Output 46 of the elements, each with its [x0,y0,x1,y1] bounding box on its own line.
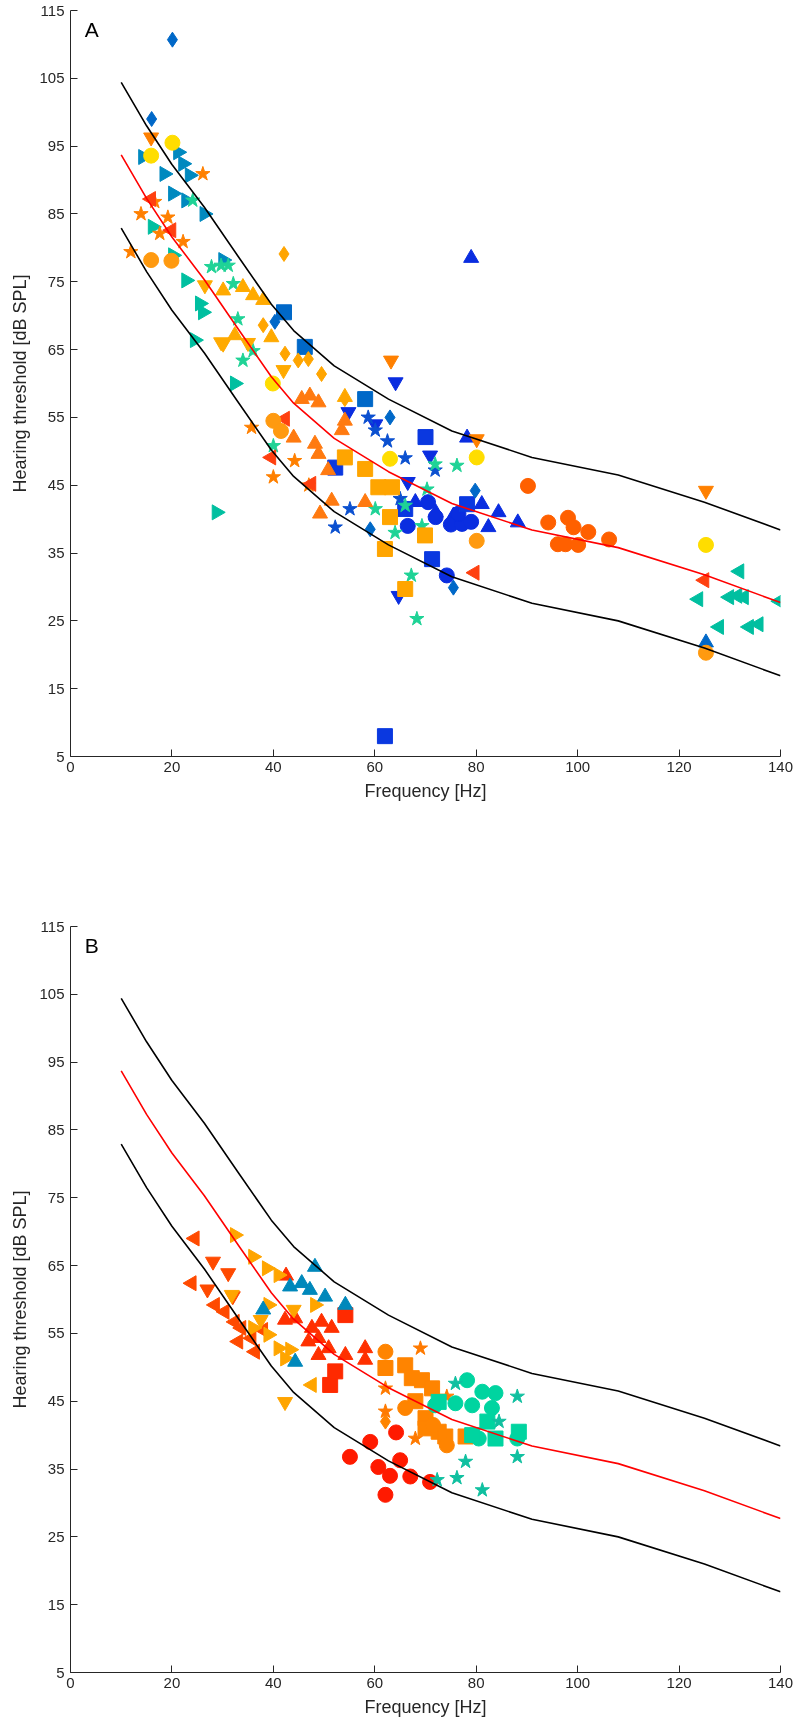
x-tick-label: 100 [565,1673,591,1691]
y-tick-label: 75 [47,1188,65,1206]
x-tick-label: 20 [163,1673,181,1691]
x-tick-label: 80 [467,1673,485,1691]
annotation: A [84,17,99,41]
x-tick-label: 60 [366,757,384,775]
x-tick-label: 20 [163,757,181,775]
x-tick-label: 60 [366,1673,384,1691]
y-tick-label: 75 [47,272,65,290]
x-tick-label: 140 [767,757,794,775]
y-axis-title: Hearing threshold [dB SPL] [10,1190,31,1409]
y-tick-label: 65 [47,1256,65,1274]
y-tick-label: 35 [47,1460,65,1478]
x-tick-label: 140 [767,1673,794,1691]
x-tick-label: 120 [666,1673,692,1691]
y-tick-label: 15 [47,1595,65,1613]
y-tick-label: 25 [47,611,65,629]
y-tick-label: 5 [56,1663,65,1681]
x-tick-label: 40 [265,1673,282,1691]
x-axis-title: Frequency [Hz] [364,780,487,801]
y-tick-label: 55 [47,1324,65,1342]
y-tick-label: 95 [47,1053,65,1071]
x-tick-label: 80 [467,757,485,775]
y-tick-label: 25 [47,1527,65,1545]
x-tick-label: 100 [565,757,591,775]
y-tick-label: 45 [47,476,65,494]
y-tick-label: 115 [40,1,65,19]
x-axis-title: Frequency [Hz] [364,1696,487,1717]
x-tick-label: 40 [265,757,282,775]
y-tick-label: 85 [47,1120,65,1138]
y-tick-label: 85 [47,204,65,222]
y-tick-label: 35 [47,544,65,562]
annotation: B [84,933,99,957]
y-tick-label: 65 [47,340,65,358]
y-tick-label: 45 [47,1392,65,1410]
y-tick-label: 15 [47,679,65,697]
y-tick-label: 105 [39,69,65,87]
y-tick-label: 55 [47,408,65,426]
y-tick-label: 105 [39,985,65,1003]
x-tick-label: 0 [66,757,75,775]
y-tick-label: 95 [47,137,65,155]
x-tick-label: 120 [666,757,692,775]
y-axis-title: Hearing threshold [dB SPL] [10,274,31,493]
x-tick-label: 0 [66,1673,75,1691]
y-tick-label: 5 [56,747,65,765]
y-tick-label: 115 [40,917,65,935]
